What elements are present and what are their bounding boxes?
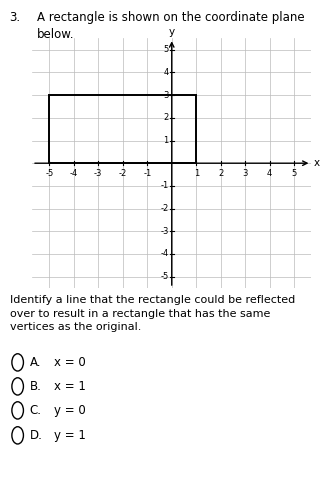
Text: -4: -4 (70, 169, 78, 178)
Text: -5: -5 (160, 272, 169, 281)
Text: -1: -1 (143, 169, 152, 178)
Text: 5: 5 (163, 45, 169, 54)
Text: -4: -4 (160, 250, 169, 258)
Text: Identify a line that the rectangle could be reflected
over to result in a rectan: Identify a line that the rectangle could… (10, 295, 295, 332)
Text: A.: A. (30, 356, 41, 369)
Text: 3: 3 (243, 169, 248, 178)
Bar (49, 95, 196, 163)
Text: B.: B. (30, 380, 42, 393)
Text: -5: -5 (45, 169, 53, 178)
Text: C.: C. (30, 404, 42, 417)
Text: 3.: 3. (10, 11, 21, 24)
Text: -2: -2 (119, 169, 127, 178)
Text: 4: 4 (163, 68, 169, 77)
Text: x = 0: x = 0 (54, 356, 86, 369)
Text: A rectangle is shown on the coordinate plane
below.: A rectangle is shown on the coordinate p… (37, 11, 305, 41)
Text: D.: D. (30, 429, 43, 442)
Text: y: y (169, 27, 175, 37)
Text: 1: 1 (194, 169, 199, 178)
Text: 4: 4 (267, 169, 272, 178)
Text: y = 1: y = 1 (54, 429, 86, 442)
Text: y = 0: y = 0 (54, 404, 86, 417)
Text: -2: -2 (160, 204, 169, 213)
Text: 5: 5 (291, 169, 297, 178)
Text: 1: 1 (163, 136, 169, 145)
Text: -3: -3 (160, 227, 169, 236)
Text: -1: -1 (160, 181, 169, 191)
Text: 2: 2 (163, 113, 169, 122)
Text: 3: 3 (163, 91, 169, 100)
Text: 2: 2 (218, 169, 223, 178)
Text: -3: -3 (94, 169, 102, 178)
Text: x: x (314, 158, 320, 168)
Text: x = 1: x = 1 (54, 380, 86, 393)
